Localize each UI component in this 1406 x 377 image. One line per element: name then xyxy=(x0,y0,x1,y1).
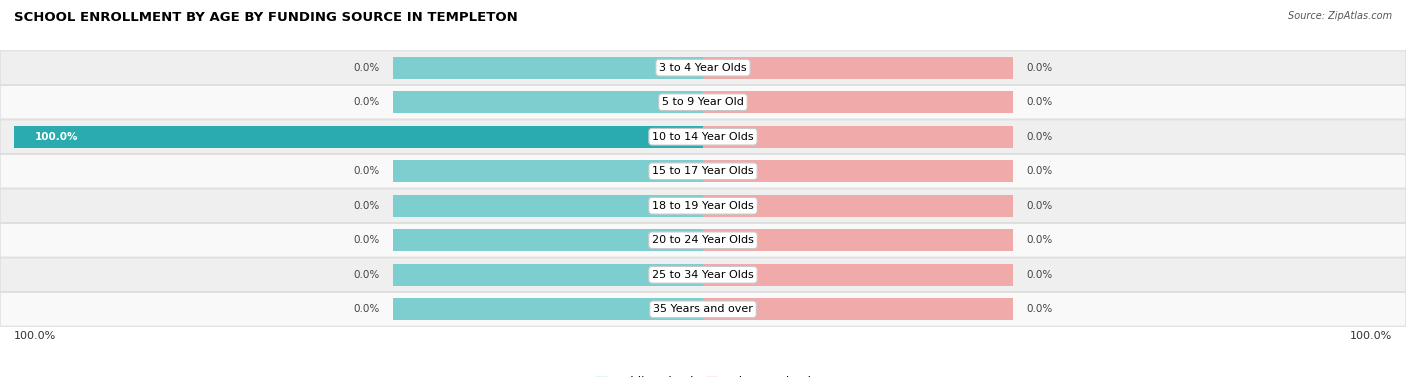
FancyBboxPatch shape xyxy=(0,51,1406,84)
Text: 0.0%: 0.0% xyxy=(353,235,380,245)
Legend: Public School, Private School: Public School, Private School xyxy=(595,376,811,377)
Bar xyxy=(392,91,703,113)
Bar xyxy=(703,91,1012,113)
Text: 0.0%: 0.0% xyxy=(1026,166,1053,176)
Bar xyxy=(703,298,1012,320)
Text: 0.0%: 0.0% xyxy=(1026,235,1053,245)
Text: 35 Years and over: 35 Years and over xyxy=(652,304,754,314)
Text: 10 to 14 Year Olds: 10 to 14 Year Olds xyxy=(652,132,754,142)
Bar xyxy=(703,160,1012,182)
Text: SCHOOL ENROLLMENT BY AGE BY FUNDING SOURCE IN TEMPLETON: SCHOOL ENROLLMENT BY AGE BY FUNDING SOUR… xyxy=(14,11,517,24)
Text: 0.0%: 0.0% xyxy=(1026,270,1053,280)
FancyBboxPatch shape xyxy=(0,154,1406,188)
Text: 15 to 17 Year Olds: 15 to 17 Year Olds xyxy=(652,166,754,176)
Text: 0.0%: 0.0% xyxy=(353,201,380,211)
Text: 20 to 24 Year Olds: 20 to 24 Year Olds xyxy=(652,235,754,245)
Text: 100.0%: 100.0% xyxy=(35,132,79,142)
Text: 25 to 34 Year Olds: 25 to 34 Year Olds xyxy=(652,270,754,280)
Text: 0.0%: 0.0% xyxy=(1026,97,1053,107)
Bar xyxy=(392,57,703,79)
Text: 100.0%: 100.0% xyxy=(1350,331,1392,341)
Text: 0.0%: 0.0% xyxy=(353,97,380,107)
Bar xyxy=(392,126,703,148)
Bar xyxy=(392,264,703,286)
Text: 100.0%: 100.0% xyxy=(14,331,56,341)
Text: 3 to 4 Year Olds: 3 to 4 Year Olds xyxy=(659,63,747,73)
Bar xyxy=(703,195,1012,217)
FancyBboxPatch shape xyxy=(0,85,1406,119)
FancyBboxPatch shape xyxy=(0,258,1406,292)
Text: 0.0%: 0.0% xyxy=(1026,304,1053,314)
Bar xyxy=(703,229,1012,251)
Text: 0.0%: 0.0% xyxy=(1026,132,1053,142)
Bar xyxy=(703,126,1012,148)
Bar xyxy=(392,229,703,251)
Text: 18 to 19 Year Olds: 18 to 19 Year Olds xyxy=(652,201,754,211)
Bar xyxy=(703,57,1012,79)
Text: 0.0%: 0.0% xyxy=(353,270,380,280)
Text: 0.0%: 0.0% xyxy=(353,166,380,176)
FancyBboxPatch shape xyxy=(0,120,1406,154)
Text: Source: ZipAtlas.com: Source: ZipAtlas.com xyxy=(1288,11,1392,21)
Text: 0.0%: 0.0% xyxy=(353,63,380,73)
Bar xyxy=(14,126,703,148)
FancyBboxPatch shape xyxy=(0,293,1406,326)
Text: 5 to 9 Year Old: 5 to 9 Year Old xyxy=(662,97,744,107)
Bar xyxy=(392,160,703,182)
FancyBboxPatch shape xyxy=(0,223,1406,257)
Bar xyxy=(392,195,703,217)
FancyBboxPatch shape xyxy=(0,189,1406,223)
Text: 0.0%: 0.0% xyxy=(1026,63,1053,73)
Text: 0.0%: 0.0% xyxy=(1026,201,1053,211)
Bar xyxy=(703,264,1012,286)
Text: 0.0%: 0.0% xyxy=(353,304,380,314)
Bar xyxy=(392,298,703,320)
